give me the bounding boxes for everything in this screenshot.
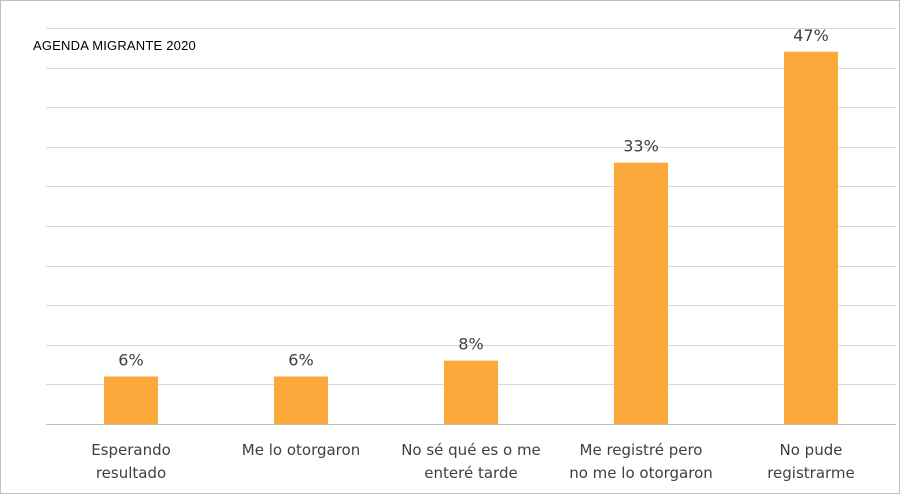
data-label: 33% [623,137,659,156]
bar [274,376,328,424]
bars [104,51,838,424]
bar [784,51,838,424]
data-label: 6% [288,350,313,369]
category-label: Me registré pero no me lo otorgaron [569,441,713,482]
category-label: Me lo otorgaron [242,441,360,459]
category-label: No pude registrarme [767,441,855,482]
data-label: 6% [118,350,143,369]
data-label: 47% [793,26,829,45]
bar [444,360,498,424]
bar [614,162,668,424]
category-label: Esperando resultado [91,441,171,482]
bar [104,376,158,424]
data-label: 8% [458,335,483,354]
category-label: No sé qué es o me enteré tarde [401,441,541,482]
gridlines [46,28,896,385]
value-labels: 6% 6% 8% 33% 47% [118,26,828,370]
source-label: AGENDA MIGRANTE 2020 [33,38,196,53]
category-labels: Esperando resultado Me lo otorgaron No sé q… [91,441,855,482]
